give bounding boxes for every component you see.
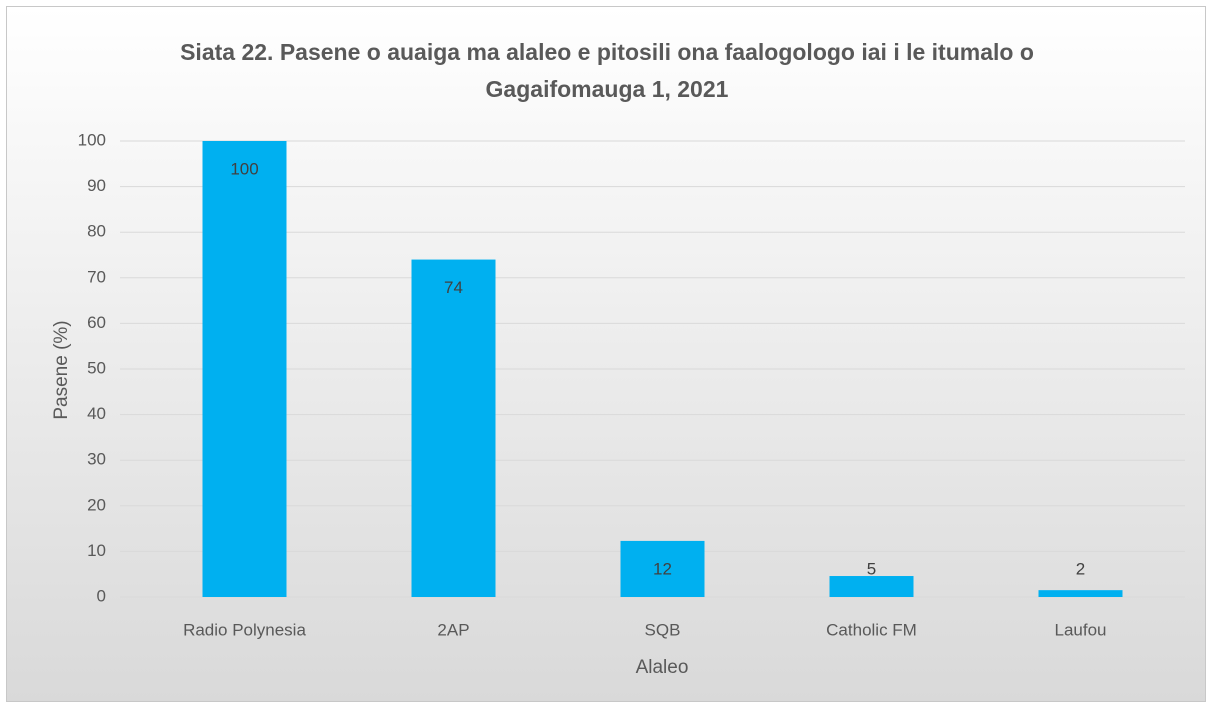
x-tick-label: Catholic FM xyxy=(826,620,917,639)
y-tick-label: 20 xyxy=(87,495,106,514)
y-tick-label: 10 xyxy=(87,541,106,560)
y-tick-label: 0 xyxy=(97,586,106,605)
x-tick-label: Radio Polynesia xyxy=(183,620,306,639)
y-tick-label: 50 xyxy=(87,358,106,377)
data-label: 74 xyxy=(444,278,463,297)
x-tick-label: Laufou xyxy=(1055,620,1107,639)
data-label: 5 xyxy=(867,559,876,578)
y-axis-label: Pasene (%) xyxy=(51,320,72,419)
y-tick-label: 40 xyxy=(87,404,106,423)
bar xyxy=(1038,590,1123,597)
y-tick-label: 90 xyxy=(87,176,106,195)
x-tick-label: SQB xyxy=(645,620,681,639)
bar xyxy=(620,540,705,597)
bar xyxy=(202,141,287,597)
y-tick-label: 30 xyxy=(87,450,106,469)
y-tick-label: 70 xyxy=(87,267,106,286)
x-tick-label: 2AP xyxy=(437,620,469,639)
y-tick-label: 100 xyxy=(78,130,106,149)
bar xyxy=(829,576,914,597)
bar xyxy=(411,259,496,597)
x-axis-label: Alaleo xyxy=(636,657,689,678)
data-label: 12 xyxy=(653,559,672,578)
chart-title: Siata 22. Pasene o auaiga ma alaleo e pi… xyxy=(180,39,1034,102)
y-tick-label: 80 xyxy=(87,222,106,241)
y-tick-label: 60 xyxy=(87,313,106,332)
data-label: 100 xyxy=(230,159,258,178)
data-label: 2 xyxy=(1076,559,1085,578)
